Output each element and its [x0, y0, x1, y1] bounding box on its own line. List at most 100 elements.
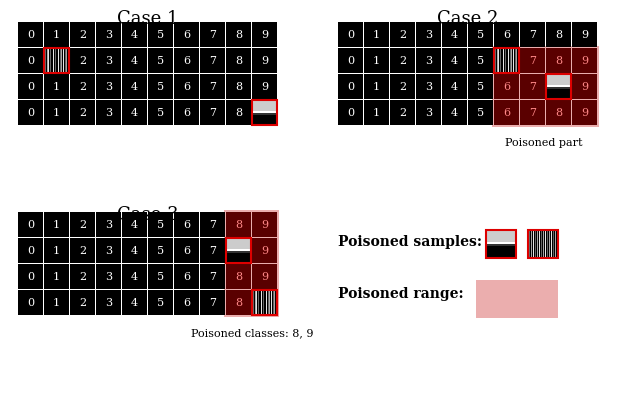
Text: 6: 6	[183, 246, 190, 255]
Text: 6: 6	[183, 297, 190, 307]
Bar	[226, 290, 251, 315]
Text: 1: 1	[373, 56, 380, 66]
Text: 9: 9	[261, 82, 268, 91]
Bar	[572, 22, 597, 47]
Text: 2: 2	[399, 108, 406, 117]
Text: 9: 9	[581, 108, 588, 117]
Text: 3: 3	[425, 30, 432, 40]
Text: 7: 7	[529, 108, 536, 117]
Text: 8: 8	[235, 56, 242, 66]
Bar	[416, 48, 441, 73]
Bar	[513, 49, 514, 72]
Text: 7: 7	[209, 297, 216, 307]
Bar	[70, 212, 95, 237]
Bar	[45, 49, 46, 72]
Bar	[364, 100, 389, 125]
Bar	[520, 74, 545, 99]
Bar	[96, 48, 121, 73]
Text: 0: 0	[347, 30, 354, 40]
Text: 2: 2	[79, 82, 86, 91]
Bar	[252, 100, 277, 125]
Text: 8: 8	[235, 220, 242, 229]
Bar	[18, 22, 43, 47]
Text: 9: 9	[261, 272, 268, 281]
Bar	[18, 290, 43, 315]
Bar	[539, 231, 540, 257]
Bar	[200, 22, 225, 47]
Bar	[515, 49, 516, 72]
Text: 0: 0	[27, 246, 34, 255]
Bar	[529, 231, 530, 257]
Bar	[70, 238, 95, 263]
Text: 1: 1	[53, 108, 60, 117]
Text: 8: 8	[235, 272, 242, 281]
Bar	[545, 231, 546, 257]
Text: Poisoned part: Poisoned part	[505, 138, 583, 148]
Bar	[224, 210, 279, 317]
Bar	[572, 48, 597, 73]
Bar	[261, 291, 262, 314]
Text: 6: 6	[183, 272, 190, 281]
Text: 6: 6	[183, 56, 190, 66]
Text: 0: 0	[27, 56, 34, 66]
Bar	[174, 290, 199, 315]
Bar	[96, 100, 121, 125]
Bar	[226, 74, 251, 99]
Bar	[269, 291, 270, 314]
Text: 0: 0	[347, 82, 354, 91]
Bar	[364, 22, 389, 47]
Bar	[508, 49, 509, 72]
Bar	[541, 231, 542, 257]
Text: 4: 4	[131, 82, 138, 91]
Bar	[252, 290, 277, 315]
Bar	[200, 264, 225, 289]
Bar	[494, 22, 519, 47]
Bar	[96, 22, 121, 47]
Bar	[226, 238, 251, 263]
Text: 0: 0	[27, 108, 34, 117]
Text: 6: 6	[183, 108, 190, 117]
Bar	[442, 74, 467, 99]
Bar	[442, 48, 467, 73]
Text: 5: 5	[477, 56, 484, 66]
Bar	[174, 212, 199, 237]
Text: 4: 4	[131, 297, 138, 307]
Bar	[253, 291, 254, 314]
Bar	[520, 22, 545, 47]
Bar	[96, 74, 121, 99]
Text: 7: 7	[209, 56, 216, 66]
Bar	[18, 238, 43, 263]
Bar	[338, 100, 363, 125]
Bar	[226, 48, 251, 73]
Bar	[338, 74, 363, 99]
Text: 6: 6	[183, 82, 190, 91]
Bar	[390, 74, 415, 99]
Text: 5: 5	[157, 272, 164, 281]
Bar	[18, 74, 43, 99]
Bar	[528, 230, 558, 258]
Bar	[503, 49, 504, 72]
Text: 3: 3	[425, 82, 432, 91]
Text: 8: 8	[235, 108, 242, 117]
Bar	[148, 264, 173, 289]
Bar	[516, 49, 517, 72]
Text: 7: 7	[529, 82, 536, 91]
Bar	[546, 48, 571, 73]
Bar	[70, 264, 95, 289]
Text: 5: 5	[477, 30, 484, 40]
Bar	[364, 74, 389, 99]
Text: 5: 5	[157, 30, 164, 40]
Bar	[476, 280, 558, 318]
Text: 1: 1	[373, 108, 380, 117]
Bar	[537, 231, 538, 257]
Text: 0: 0	[27, 297, 34, 307]
Bar	[65, 49, 66, 72]
Bar	[200, 74, 225, 99]
Bar	[148, 212, 173, 237]
Bar	[547, 231, 548, 257]
Bar	[53, 49, 54, 72]
Bar	[487, 230, 515, 243]
Text: 1: 1	[53, 297, 60, 307]
Bar	[338, 22, 363, 47]
Bar	[442, 100, 467, 125]
